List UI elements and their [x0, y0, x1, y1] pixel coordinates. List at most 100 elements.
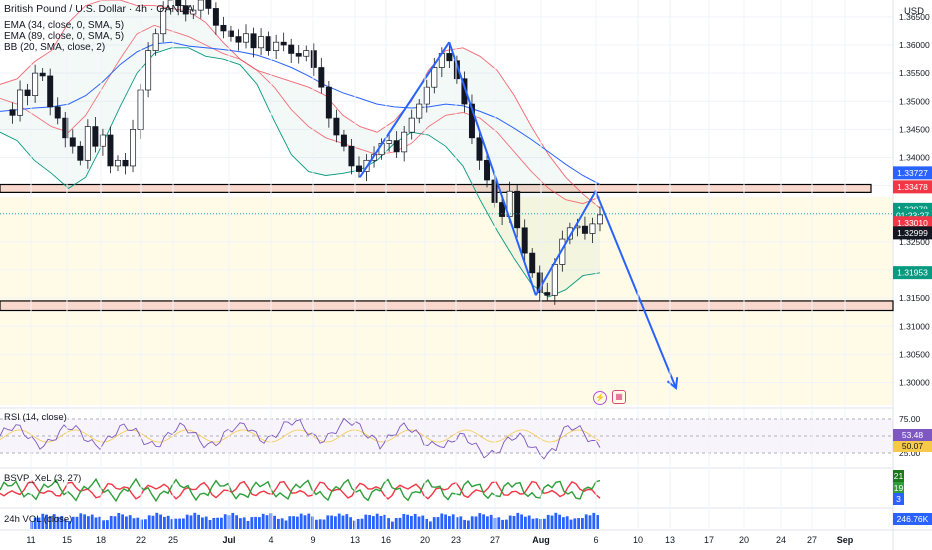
- volume-bar: [463, 519, 466, 529]
- candle-body: [597, 214, 603, 225]
- volume-bar: [512, 515, 516, 529]
- volume-bar: [531, 518, 535, 529]
- price-tick-label: 1.34000: [899, 153, 930, 163]
- volume-bar: [128, 515, 132, 529]
- indicator-bb-label[interactable]: BB (20, SMA, close, 2): [4, 42, 106, 53]
- candle-body: [280, 41, 287, 46]
- volume-value-tag: [893, 513, 932, 525]
- volume-bar: [520, 514, 523, 529]
- candle-body: [190, 9, 197, 15]
- candle-body: [468, 103, 475, 139]
- volume-bar: [573, 518, 577, 529]
- volume-bar: [292, 516, 295, 529]
- volume-bar: [45, 514, 48, 529]
- volume-bar: [474, 516, 478, 529]
- volume-bar: [440, 513, 444, 529]
- volume-bar: [254, 516, 257, 529]
- currency-label: USD: [903, 6, 924, 17]
- volume-bar: [250, 517, 254, 529]
- candle-body: [69, 137, 76, 147]
- volume-bar: [87, 516, 90, 529]
- volume-bar: [429, 521, 432, 529]
- volume-bar: [94, 517, 98, 529]
- volume-label[interactable]: 24h VOL (close): [4, 514, 73, 525]
- price-tick-label: 1.32500: [899, 237, 930, 247]
- volume-bar: [315, 519, 318, 529]
- time-tick-label: 13: [350, 535, 360, 545]
- candle-body: [24, 89, 31, 96]
- volume-bar: [166, 515, 170, 529]
- candle-body: [227, 30, 234, 37]
- candle-body: [408, 117, 415, 133]
- candle-body: [197, 0, 204, 11]
- price-tick-label: 1.31000: [899, 321, 930, 331]
- lightning-icon[interactable]: ⚡: [593, 391, 607, 405]
- volume-bar: [505, 519, 508, 529]
- price-tag-label: 1.33010: [897, 218, 928, 228]
- candle-body: [333, 117, 340, 136]
- volume-bar: [588, 515, 592, 529]
- candle-body: [423, 86, 430, 105]
- candle-body: [250, 33, 257, 49]
- volume-bar: [482, 514, 485, 529]
- calendar-event-icon[interactable]: ▦: [612, 390, 626, 404]
- time-tick-label: 4: [268, 535, 273, 545]
- volume-bar: [90, 514, 94, 529]
- bb-upper-line: [0, 0, 601, 209]
- volume-bar: [151, 515, 155, 529]
- candle-body: [182, 5, 189, 15]
- time-tick-label: Sep: [837, 535, 854, 545]
- price-tick-label: 1.35500: [899, 68, 930, 78]
- volume-bar: [394, 518, 398, 529]
- volume-bar: [489, 514, 493, 529]
- candle-body: [310, 50, 317, 68]
- volume-bar: [273, 515, 276, 529]
- volume-bar: [185, 514, 189, 529]
- volume-bar: [406, 514, 409, 529]
- candle-body: [529, 252, 536, 274]
- volume-bar: [398, 517, 402, 529]
- candle-body: [62, 117, 69, 139]
- rsi-tick-label: 25.00: [899, 448, 921, 458]
- price-tag: [893, 180, 932, 194]
- candle-body: [84, 126, 91, 161]
- volume-bar: [425, 518, 428, 529]
- volume-bar: [113, 516, 117, 529]
- bsvp-value-label: 3: [896, 494, 901, 504]
- candle-body: [212, 8, 219, 26]
- volume-bar: [246, 520, 250, 529]
- volume-bar: [527, 515, 531, 529]
- volume-bar: [501, 519, 504, 529]
- volume-bar: [584, 514, 588, 529]
- time-tick-label: 16: [381, 535, 391, 545]
- candle-body: [99, 134, 106, 147]
- rsi-value-label: 53.48: [902, 430, 924, 440]
- indicator-ema34-label[interactable]: EMA (34, close, 0, SMA, 5): [4, 20, 125, 31]
- volume-bar: [516, 512, 520, 529]
- time-tick-label: 15: [62, 535, 72, 545]
- volume-bar: [391, 521, 394, 529]
- candle-body: [273, 41, 280, 51]
- rsi-label[interactable]: RSI (14, close): [4, 412, 67, 423]
- price-tag: [893, 266, 932, 280]
- volume-bar: [208, 520, 212, 529]
- volume-bar: [178, 518, 181, 529]
- volume-bar: [478, 513, 482, 529]
- volume-bar: [543, 518, 546, 529]
- candle-body: [484, 159, 491, 181]
- bsvp-label[interactable]: BSVP_XeL (3, 27): [4, 473, 82, 484]
- candle-body: [581, 225, 588, 234]
- candle-body: [145, 50, 152, 91]
- volume-bar: [189, 515, 193, 529]
- volume-bar: [140, 519, 143, 529]
- volume-bar: [125, 516, 128, 529]
- volume-bar: [121, 514, 124, 529]
- indicator-ema89-label[interactable]: EMA (89, close, 0, SMA, 5): [4, 31, 125, 42]
- volume-bar: [326, 515, 330, 529]
- candle-body: [54, 106, 61, 119]
- candle-body: [265, 36, 272, 51]
- volume-bar: [387, 518, 390, 529]
- bb-fill: [0, 0, 600, 297]
- price-tick-label: 1.34500: [899, 124, 930, 134]
